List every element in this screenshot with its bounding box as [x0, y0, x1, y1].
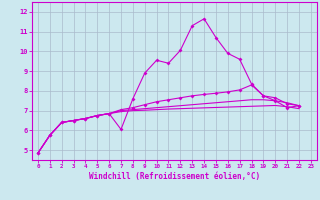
- X-axis label: Windchill (Refroidissement éolien,°C): Windchill (Refroidissement éolien,°C): [89, 172, 260, 181]
